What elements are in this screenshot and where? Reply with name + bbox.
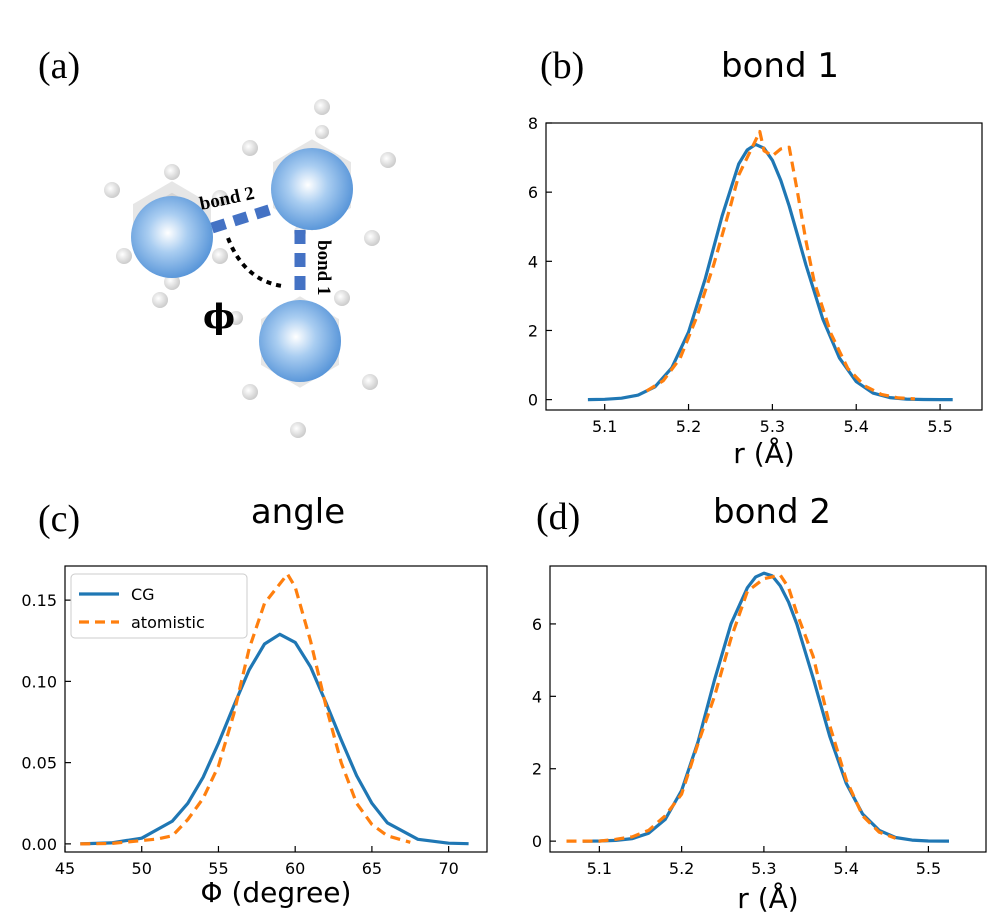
x-tick-label: 5.1 [587,859,612,878]
x-tick-label: 5.4 [844,417,869,436]
series-line-atomistic [645,130,915,401]
x-axis-label: r (Å) [737,881,798,915]
y-tick-label: 2 [528,321,538,340]
x-axis-label: r (Å) [733,436,794,470]
y-tick-label: 0 [532,832,542,851]
x-tick-label: 5.5 [916,859,941,878]
series-line-atomistic [80,572,411,846]
x-tick-label: 70 [438,859,458,878]
cg-bead-bottom [259,300,341,382]
series-line-atomistic [566,573,897,843]
cg-bead-top [271,148,353,230]
x-tick-label: 5.3 [760,417,785,436]
panel-label-a: (a) [38,45,81,87]
x-tick-label: 5.5 [927,417,952,436]
y-tick-label: 0.05 [21,754,57,773]
y-tick-label: 0 [528,391,538,410]
x-tick-label: 60 [285,859,305,878]
x-tick-label: 5.2 [676,417,701,436]
y-tick-label: 0.10 [21,672,57,691]
x-tick-label: 45 [55,859,75,878]
angle-phi-label: ϕ [203,297,235,337]
x-tick-label: 5.1 [592,417,617,436]
legend-label-cg: CG [131,585,155,604]
x-tick-label: 5.4 [833,859,858,878]
series-line-cg [80,632,469,846]
x-tick-label: 50 [132,859,152,878]
y-tick-label: 6 [532,615,542,634]
legend-label-atomistic: atomistic [131,613,205,632]
bond-2-line [210,202,277,234]
x-axis-label: Φ (degree) [201,876,352,909]
panel-label-c: (c) [38,498,81,540]
x-tick-label: 55 [208,859,228,878]
plot-frame [549,565,987,853]
series-line-cg [582,571,950,843]
x-tick-label: 65 [362,859,382,878]
chart-title-c: angle [250,492,346,532]
cg-bead-left [131,196,213,278]
y-tick-label: 4 [528,252,538,271]
chart-title-d: bond 2 [713,492,831,532]
y-tick-label: 8 [528,114,538,133]
y-tick-label: 4 [532,687,542,706]
x-tick-label: 5.2 [669,859,694,878]
plot-frame [64,565,488,853]
x-tick-label: 5.3 [751,859,776,878]
panel-label-d: (d) [536,496,581,538]
y-tick-label: 6 [528,183,538,202]
y-tick-label: 0.00 [21,835,57,854]
bond-1-label: bond 1 [313,240,334,295]
y-tick-label: 0.15 [21,591,57,610]
panel-label-b: (b) [540,45,585,87]
chart-title-b: bond 1 [721,46,839,86]
y-tick-label: 2 [532,760,542,779]
plot-frame [545,122,983,411]
